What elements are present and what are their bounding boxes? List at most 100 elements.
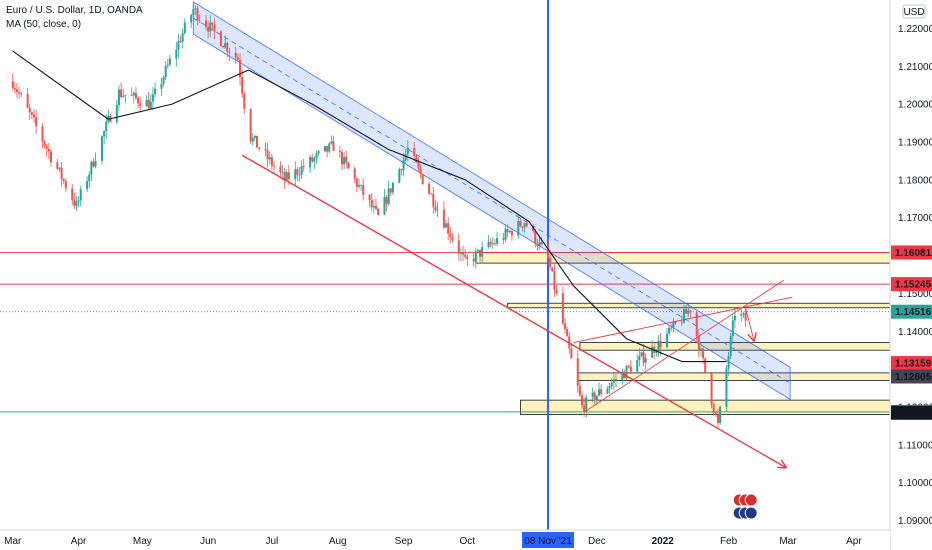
candle-180: [547, 238, 550, 266]
candle-84: [258, 146, 261, 151]
candle-155: [472, 251, 475, 268]
trend-line-0: [241, 154, 786, 467]
candle-59: [183, 18, 186, 35]
candle-80: [249, 108, 252, 144]
candle-223: [672, 317, 675, 333]
crosshair-date-tag: [522, 532, 575, 548]
candle-61: [192, 4, 195, 20]
candle-233: [702, 346, 705, 364]
candle-129: [391, 181, 394, 196]
candle-82: [253, 135, 256, 142]
candle-96: [296, 167, 299, 182]
candle-214: [644, 353, 647, 370]
candle-64: [198, 14, 201, 23]
ma-legend[interactable]: MA (50, close, 0): [6, 19, 82, 30]
price-axis-background: [890, 0, 932, 550]
candle-227: [685, 305, 688, 314]
candle-142: [432, 186, 435, 214]
candle-118: [360, 184, 363, 191]
candle-73: [226, 41, 229, 58]
candle-40: [130, 87, 133, 96]
candle-14: [49, 149, 52, 167]
candle-244: [733, 307, 736, 328]
crosshair-date-label: 08 Nov '21: [524, 536, 572, 547]
candle-10: [41, 123, 44, 149]
price-tag-4: [891, 369, 932, 384]
candle-147: [447, 217, 450, 241]
candle-109: [332, 136, 335, 151]
candle-69: [213, 18, 216, 40]
candle-50: [160, 77, 163, 96]
candle-228: [687, 303, 690, 318]
price-tag-0: [891, 245, 932, 260]
candle-75: [234, 47, 237, 64]
candle-128: [389, 188, 392, 197]
descending-channel: [192, 1, 791, 401]
candle-16: [58, 167, 61, 172]
candle-241: [727, 351, 730, 376]
candle-17: [60, 162, 63, 187]
candle-51: [162, 75, 165, 88]
candle-66: [207, 20, 210, 39]
price-tag-label-6: 1.11847: [895, 408, 931, 419]
candle-99: [302, 158, 305, 172]
candle-194: [585, 394, 588, 418]
candle-156: [474, 247, 477, 269]
price-tag-label-1: 1.15245: [895, 280, 932, 291]
candle-53: [166, 58, 169, 69]
candle-7: [30, 111, 33, 120]
candle-114: [347, 161, 350, 169]
candle-231: [697, 328, 700, 357]
trend-line-3: [745, 308, 754, 341]
x-tick-label-9: 2022: [652, 536, 675, 547]
candle-77: [239, 53, 242, 86]
candle-123: [374, 198, 377, 211]
ma50-line: [12, 50, 727, 363]
candle-212: [640, 351, 643, 358]
candle-45: [145, 95, 148, 107]
candle-153: [464, 248, 467, 260]
candle-178: [538, 235, 541, 251]
candle-38: [122, 88, 125, 98]
candle-43: [137, 96, 140, 108]
candle-30: [100, 135, 103, 165]
candle-160: [487, 235, 490, 249]
symbol-legend[interactable]: Euro / U.S. Dollar, 1D, OANDA: [6, 5, 143, 16]
candle-172: [521, 226, 524, 232]
zone-1: [507, 302, 891, 309]
y-tick-label-2: 1.11000: [898, 440, 932, 451]
candle-157: [476, 249, 479, 254]
candle-234: [704, 358, 707, 374]
candle-167: [506, 224, 509, 238]
candle-240: [725, 365, 728, 412]
x-tick-label-2: May: [133, 536, 152, 547]
candle-24: [79, 185, 82, 207]
candle-243: [731, 314, 734, 344]
price-tag-3: [891, 356, 932, 371]
candle-52: [164, 61, 167, 80]
candle-19: [64, 178, 67, 192]
candle-209: [629, 360, 632, 375]
candle-199: [600, 384, 603, 398]
candle-44: [139, 96, 142, 113]
candle-190: [576, 350, 579, 393]
candle-5: [26, 88, 29, 109]
candle-15: [56, 158, 59, 171]
candle-35: [115, 99, 118, 124]
candle-70: [219, 30, 222, 47]
candle-127: [387, 180, 390, 207]
price-tag-2: [891, 304, 932, 319]
trend-line-2: [573, 296, 793, 344]
candle-56: [177, 33, 180, 58]
candle-28: [92, 158, 95, 168]
y-tick-label-7: 1.17000: [898, 213, 932, 224]
candle-189: [570, 342, 573, 359]
candle-4: [20, 91, 23, 97]
candle-12: [45, 143, 48, 157]
candle-54: [168, 55, 171, 67]
candle-164: [496, 231, 499, 247]
candle-60: [190, 13, 193, 29]
candle-130: [398, 167, 401, 184]
